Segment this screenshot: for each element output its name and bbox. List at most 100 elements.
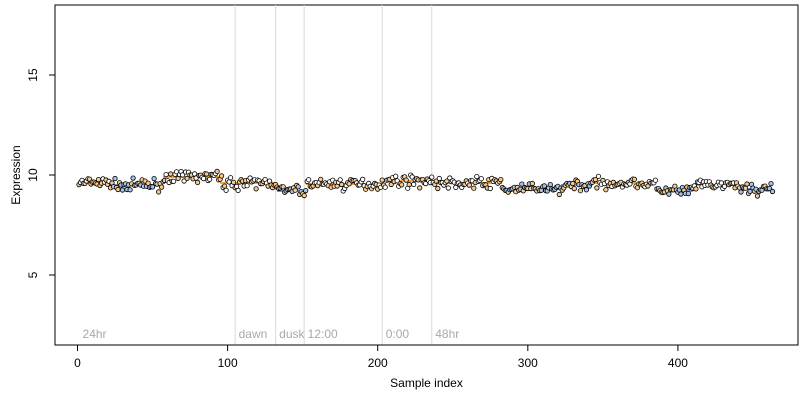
data-point xyxy=(214,168,220,174)
data-point xyxy=(487,185,493,192)
data-point xyxy=(159,184,165,190)
x-tick-label: 200 xyxy=(368,356,388,370)
data-point xyxy=(244,183,250,189)
data-point xyxy=(399,182,405,188)
data-point xyxy=(519,181,525,187)
data-point xyxy=(742,185,749,191)
data-point xyxy=(466,182,472,188)
data-point xyxy=(382,184,388,190)
data-point xyxy=(292,187,298,193)
data-point xyxy=(301,193,307,199)
data-point xyxy=(571,186,577,192)
data-point xyxy=(130,175,136,181)
data-point xyxy=(180,172,186,178)
data-point xyxy=(119,187,126,193)
y-axis-label: Expression xyxy=(9,145,23,204)
data-point xyxy=(86,176,93,182)
data-point xyxy=(411,181,417,187)
data-point xyxy=(207,176,213,182)
data-point xyxy=(235,187,241,193)
x-tick-label: 0 xyxy=(74,356,81,370)
data-point xyxy=(192,171,198,177)
data-point xyxy=(693,186,699,192)
data-point xyxy=(231,179,237,185)
data-point xyxy=(738,189,744,195)
data-point xyxy=(151,176,157,182)
data-point xyxy=(645,183,651,189)
data-point xyxy=(583,187,590,193)
data-point xyxy=(303,188,309,194)
data-point xyxy=(652,177,659,183)
data-point xyxy=(666,191,672,197)
y-axis: 5 10 15 xyxy=(26,68,56,278)
data-point xyxy=(168,171,174,177)
data-point xyxy=(163,172,169,178)
annotation-label: dusk xyxy=(279,327,305,341)
data-point xyxy=(769,188,776,195)
y-tick-label: 15 xyxy=(26,68,40,82)
data-point xyxy=(222,183,228,189)
x-tick-label: 400 xyxy=(668,356,688,370)
x-tick-label: 100 xyxy=(218,356,238,370)
data-point xyxy=(379,177,385,183)
data-point xyxy=(471,185,477,191)
data-point xyxy=(339,181,345,188)
data-point xyxy=(393,173,399,179)
data-point xyxy=(445,185,451,191)
data-point xyxy=(295,184,301,190)
y-tick-label: 10 xyxy=(26,168,40,182)
annotation-label: 0:00 xyxy=(386,327,410,341)
data-point xyxy=(204,171,210,177)
data-point xyxy=(754,193,761,199)
data-point xyxy=(228,175,234,181)
data-point xyxy=(360,176,366,182)
data-point xyxy=(744,181,750,187)
data-point xyxy=(150,184,156,190)
data-point xyxy=(112,175,118,182)
data-point xyxy=(685,191,692,197)
data-point xyxy=(115,186,121,193)
data-point xyxy=(603,187,609,193)
data-point xyxy=(768,181,774,187)
annotation-label: 48hr xyxy=(435,327,459,341)
data-point xyxy=(417,185,423,191)
data-point xyxy=(678,191,684,197)
x-tick-label: 300 xyxy=(518,356,538,370)
data-point xyxy=(195,179,201,185)
annotation-label: 12:00 xyxy=(308,327,338,341)
data-point xyxy=(306,177,312,183)
data-point xyxy=(184,175,190,181)
data-point xyxy=(156,189,162,195)
data-point xyxy=(226,179,232,185)
x-axis-label: Sample index xyxy=(390,376,463,390)
data-point xyxy=(337,177,343,183)
x-axis: 0 100 200 300 400 xyxy=(74,344,688,370)
data-point xyxy=(570,180,576,187)
data-point xyxy=(435,185,441,192)
data-point xyxy=(541,183,547,189)
data-point xyxy=(766,186,773,192)
data-point xyxy=(223,187,229,193)
y-tick-label: 5 xyxy=(26,271,40,278)
data-point xyxy=(219,173,225,179)
data-point xyxy=(594,185,600,191)
data-point xyxy=(595,173,602,179)
data-point xyxy=(547,182,553,188)
data-point xyxy=(436,175,442,182)
data-point xyxy=(498,177,504,183)
data-points xyxy=(76,168,776,199)
data-point xyxy=(529,180,535,187)
data-point xyxy=(406,181,412,188)
data-point xyxy=(429,174,435,180)
data-point xyxy=(474,174,480,180)
data-point xyxy=(577,188,584,194)
data-point xyxy=(318,176,324,182)
data-point xyxy=(478,176,484,182)
data-point xyxy=(388,181,394,188)
data-point xyxy=(592,177,599,183)
annotations: 24hr dawn dusk 12:00 0:00 48hr xyxy=(83,327,460,341)
annotation-label: dawn xyxy=(239,327,268,341)
data-point xyxy=(171,178,177,184)
data-point xyxy=(253,186,259,192)
